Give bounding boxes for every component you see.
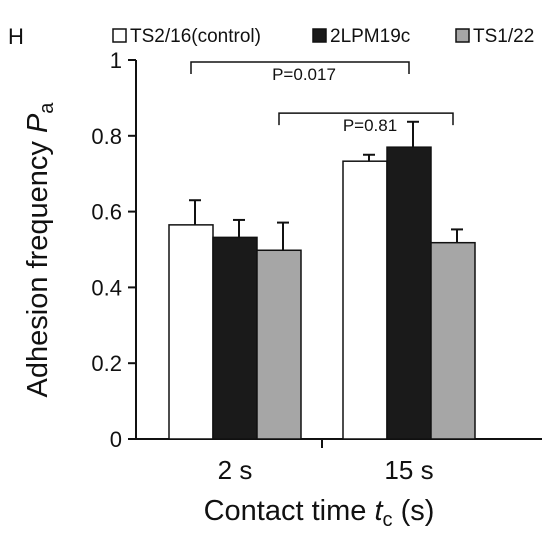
x-axis-title-symbol: t xyxy=(374,495,384,527)
significance-brackets: P=0.017 P=0.81 xyxy=(190,61,454,135)
y-tick-label: 0.2 xyxy=(91,351,122,376)
significance-label: P=0.017 xyxy=(272,65,336,84)
x-axis-categories: 2 s 15 s xyxy=(218,439,434,485)
bar xyxy=(386,146,432,440)
legend-label: 2LPM19c xyxy=(330,26,410,47)
bar xyxy=(342,160,388,440)
y-axis-title-subscript: a xyxy=(36,102,58,114)
y-tick-label: 0 xyxy=(110,427,122,452)
bar xyxy=(168,224,214,440)
bar xyxy=(430,241,476,440)
legend: TS2/16(control) 2LPM19c TS1/22 xyxy=(112,26,534,47)
x-axis-title-main: Contact time xyxy=(204,495,375,527)
bars xyxy=(168,146,476,440)
y-tick-label: 1 xyxy=(110,48,122,73)
significance-bracket xyxy=(278,112,454,126)
panel-label: H xyxy=(8,24,24,49)
x-category-label: 15 s xyxy=(384,455,433,485)
error-bars xyxy=(189,120,463,251)
legend-label: TS2/16(control) xyxy=(130,26,261,47)
x-axis-title-subscript: c xyxy=(383,509,393,531)
legend-swatch xyxy=(312,28,327,43)
y-axis-title-main: Adhesion frequency xyxy=(22,133,54,397)
legend-swatch xyxy=(455,28,470,43)
x-axis-title-unit: (s) xyxy=(393,495,435,527)
x-category-label: 2 s xyxy=(218,455,253,485)
y-axis-title: Adhesion frequency Pa xyxy=(22,102,58,398)
y-tick-label: 0.8 xyxy=(91,124,122,149)
bar xyxy=(256,249,302,440)
legend-label: TS1/22 xyxy=(473,26,534,47)
significance-bracket xyxy=(190,61,410,74)
bar xyxy=(212,236,258,440)
x-axis-title: Contact time tc (s) xyxy=(204,495,435,531)
y-axis-ticks: 0 0.2 0.4 0.6 0.8 1 xyxy=(91,48,136,452)
legend-swatch xyxy=(112,28,127,43)
y-tick-label: 0.4 xyxy=(91,275,122,300)
significance-label: P=0.81 xyxy=(343,116,397,135)
y-tick-label: 0.6 xyxy=(91,200,122,225)
y-axis-title-symbol: P xyxy=(22,113,54,133)
